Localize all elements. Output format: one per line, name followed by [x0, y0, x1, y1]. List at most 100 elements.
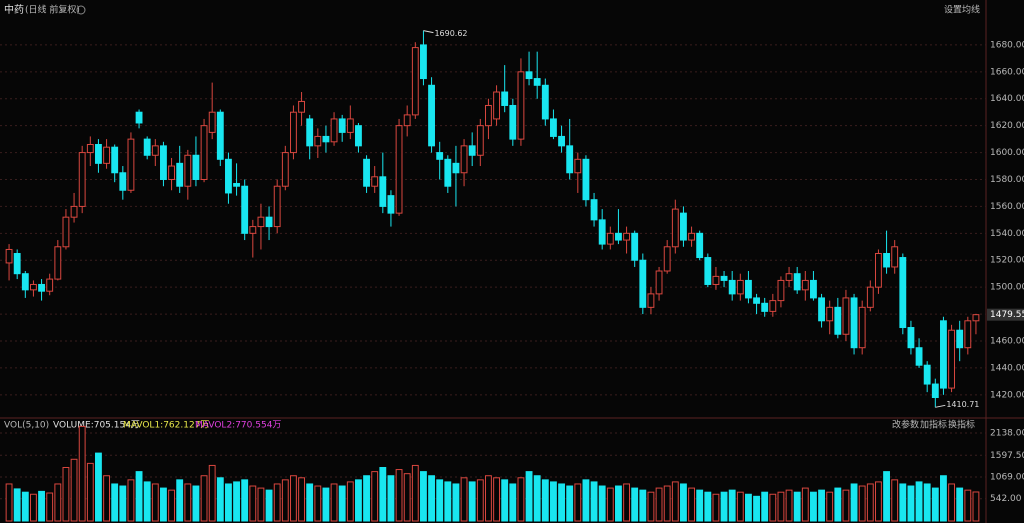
annotation-line — [423, 30, 434, 34]
candle-body — [501, 91, 509, 106]
volume-bar — [923, 483, 931, 522]
volume-bar — [891, 479, 899, 522]
volume-bar — [78, 425, 86, 522]
volume-bar — [355, 479, 362, 522]
candle-body — [493, 91, 500, 120]
volume-bar — [972, 491, 980, 522]
candle-body — [322, 135, 330, 143]
candle-body — [119, 172, 127, 191]
candle-body — [525, 71, 533, 80]
vol-tick-label: 542.00 — [990, 494, 1022, 504]
ma-button[interactable]: 设置均线 — [944, 4, 980, 16]
volume-bar — [606, 487, 614, 522]
candle-body — [444, 158, 452, 187]
candle-body — [923, 364, 931, 385]
candle-body — [411, 47, 419, 116]
volume-bar — [590, 481, 598, 522]
last-price: 1479.55 — [990, 310, 1024, 320]
candle-body — [517, 71, 525, 140]
button[interactable]: 换指标 — [948, 419, 975, 431]
volume-bar — [647, 491, 655, 522]
chart-subtitle: (日线 前复权) — [25, 4, 80, 16]
candle-body — [940, 320, 947, 389]
candle-body — [428, 84, 435, 147]
volume-bar — [550, 481, 557, 522]
volume-bar — [810, 491, 817, 522]
volume-bar — [875, 481, 882, 522]
volume-bar — [574, 483, 582, 522]
volume-bar — [899, 483, 907, 522]
volume-bar — [5, 483, 13, 522]
candle-body — [948, 329, 955, 389]
vol-title: VOL(5,10) — [4, 421, 49, 431]
vol-tick-label: 1597.50 — [990, 451, 1024, 461]
candle-body — [371, 176, 379, 187]
candle-body — [810, 279, 817, 299]
volume-bar — [736, 491, 744, 522]
volume-bar — [192, 485, 200, 522]
volume-bar — [566, 485, 574, 522]
candle-body — [265, 216, 273, 228]
candle-body — [176, 162, 184, 187]
volume-bar — [363, 475, 370, 522]
volume-bar — [777, 491, 785, 522]
volume-bar — [964, 489, 972, 522]
volume-bar — [314, 485, 322, 522]
settings-icon[interactable] — [76, 5, 86, 15]
volume-bar — [907, 485, 915, 522]
volume-bar — [598, 485, 606, 522]
volume-bar — [655, 487, 663, 522]
volume-bar — [948, 483, 955, 522]
candle-body — [143, 138, 151, 156]
volume-bar — [346, 481, 354, 522]
candle-body — [785, 273, 793, 281]
vol-tick-label: 2138.00 — [990, 429, 1024, 439]
volume-bar — [541, 479, 549, 522]
volume-bar — [525, 471, 533, 522]
volume-bar — [200, 475, 208, 522]
candle-body — [866, 286, 874, 308]
volume-bar — [834, 487, 842, 522]
annotation-line — [935, 404, 946, 408]
candle-body — [777, 279, 785, 302]
y-tick-label: 1600.00 — [990, 148, 1024, 158]
candle-body — [184, 154, 192, 187]
candle-body — [95, 144, 102, 164]
volume-bar — [818, 489, 825, 522]
volume-bar — [225, 483, 232, 522]
volume-bar — [403, 473, 411, 522]
volume-bar — [306, 483, 314, 522]
candle-body — [631, 232, 639, 261]
volume-bar — [95, 452, 102, 522]
volume-bar — [322, 487, 330, 522]
candle-body — [192, 154, 200, 180]
volume-bar — [428, 475, 435, 522]
candle-body — [54, 246, 62, 280]
candle-body — [200, 125, 208, 180]
candle-body — [233, 183, 240, 187]
volume-bar — [501, 479, 509, 522]
candle-body — [931, 383, 939, 399]
volume-bar — [769, 493, 777, 522]
candle-body — [801, 279, 809, 291]
y-tick-label: 1560.00 — [990, 202, 1024, 212]
candle-body — [168, 165, 175, 180]
candle-body — [558, 135, 565, 147]
y-tick-label: 1620.00 — [990, 121, 1024, 131]
candle-body — [38, 283, 45, 292]
volume-bar — [631, 487, 639, 522]
volume-bar — [858, 485, 866, 522]
candle-body — [452, 162, 460, 174]
button[interactable]: 加指标 — [920, 419, 947, 431]
candle-body — [688, 232, 695, 241]
candle-body — [241, 185, 249, 234]
candle-body — [346, 118, 354, 133]
candle-body — [208, 111, 216, 133]
volume-bar — [420, 471, 427, 522]
volume-bar — [533, 475, 541, 522]
candle-body — [127, 138, 135, 191]
candle-body — [468, 145, 476, 156]
candle-body — [403, 114, 411, 127]
candle-body — [273, 185, 281, 228]
button[interactable]: 改参数 — [892, 419, 919, 431]
